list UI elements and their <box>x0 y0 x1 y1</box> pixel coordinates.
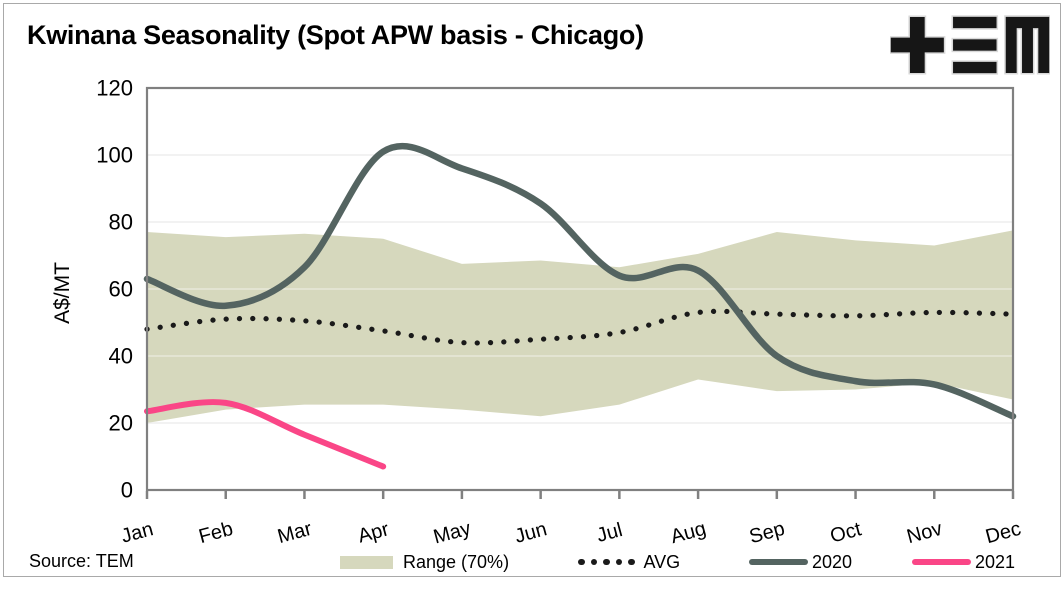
legend-label-avg: AVG <box>643 552 681 572</box>
x-tick-label: Mar <box>275 518 314 548</box>
x-tick-label: Dec <box>983 518 1023 548</box>
legend-label-2020: 2020 <box>812 552 853 572</box>
x-tick-label: Jun <box>512 518 549 548</box>
x-tick-label: Sep <box>747 518 787 548</box>
y-axis-label: A$/MT <box>51 262 74 324</box>
logo-plus-icon <box>889 15 946 75</box>
x-tick-label: Nov <box>905 518 945 548</box>
y-tick-label: 80 <box>109 210 133 235</box>
x-tick-label: Apr <box>356 518 392 547</box>
y-tick-label: 40 <box>109 344 133 369</box>
logo-e-bar-mid <box>951 37 999 53</box>
y-tick-label: 60 <box>109 277 133 302</box>
avg-line <box>144 308 1016 346</box>
source-note: Source: TEM <box>29 551 134 571</box>
x-tick-label: Jul <box>594 519 624 547</box>
chart-title: Kwinana Seasonality (Spot APW basis - Ch… <box>27 20 644 50</box>
tem-logo <box>889 15 1051 75</box>
legend-item-avg: AVG <box>578 550 680 574</box>
legend-item-2021: 2021 <box>912 550 1015 574</box>
range-band-area <box>147 230 1013 423</box>
y-tick-label: 100 <box>96 143 133 168</box>
range-swatch <box>340 555 393 569</box>
logo-e-bar-bottom <box>951 60 999 75</box>
x-tick-label: Aug <box>668 518 708 548</box>
line-2021 <box>144 399 387 470</box>
line-2020-swatch <box>749 558 808 566</box>
x-tick-label: Oct <box>828 518 864 547</box>
plot-border <box>145 86 1015 492</box>
y-tick-label: 120 <box>96 76 133 101</box>
x-tick-label: Jan <box>119 518 156 548</box>
legend-item-range: Range (70%) <box>340 550 509 574</box>
line-2021-swatch <box>912 558 971 566</box>
line-2020 <box>143 142 1017 420</box>
logo-e-bar-top <box>951 15 999 30</box>
x-tick-label: May <box>431 517 473 548</box>
x-tick-label: Feb <box>196 518 235 548</box>
y-tick-label: 20 <box>109 411 133 436</box>
legend-label-2021: 2021 <box>975 552 1016 572</box>
legend-item-2020: 2020 <box>749 550 852 574</box>
legend-label-range: Range (70%) <box>403 552 510 572</box>
tem-logo-graphic <box>889 15 1051 75</box>
avg-dotted-swatch <box>578 558 635 566</box>
y-tick-label: 0 <box>121 478 133 503</box>
